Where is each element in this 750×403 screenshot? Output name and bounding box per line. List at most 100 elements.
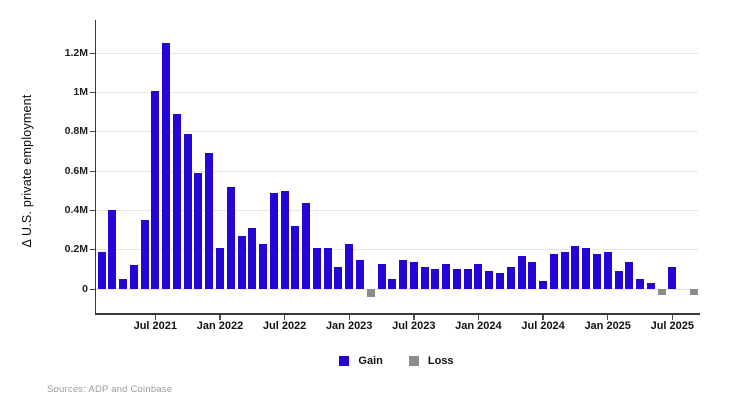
legend-label-gain: Gain [358,355,383,367]
y-tick-mark-0.2m [90,249,95,251]
x-tick-mark-jan-2022 [219,314,221,320]
gridline-0.8m [95,131,698,133]
bar-jul-2023 [409,261,418,289]
bar-jan-2024 [474,263,483,289]
bar-jul-2025 [668,267,677,289]
bar-sep-2025 [689,289,698,295]
bar-nov-2023 [452,269,461,290]
x-tick-label-jan-2023: Jan 2023 [325,320,373,332]
bar-mar-2021 [108,210,117,289]
bar-feb-2021 [97,251,106,289]
bar-dec-2024 [592,253,601,289]
y-tick-mark-0.4m [90,209,95,211]
y-tick-mark-0.6m [90,170,95,172]
bar-dec-2022 [334,267,343,289]
bar-mar-2022 [237,235,246,289]
bar-jun-2023 [399,259,408,289]
y-tick-label-0: 0 [82,282,88,295]
bar-dec-2021 [205,153,214,289]
bar-aug-2023 [420,267,429,289]
bar-jul-2024 [539,281,548,289]
x-tick-label-jul-2022: Jul 2022 [262,320,307,332]
y-tick-label-1.2m: 1.2M [64,46,88,59]
bar-apr-2024 [506,267,515,289]
bar-jul-2022 [280,190,289,290]
bar-jun-2022 [269,192,278,289]
bar-aug-2024 [549,253,558,289]
x-tick-mark-jul-2023 [413,314,415,320]
x-tick-label-jul-2021: Jul 2021 [133,320,177,332]
y-tick-label-0.2m: 0.2M [64,243,88,256]
source-note: Sources: ADP and Coinbase [47,384,173,395]
bar-oct-2024 [571,245,580,289]
bar-feb-2025 [614,271,623,289]
x-tick-mark-jul-2024 [542,314,544,320]
gridline-0.2m [95,249,698,251]
y-tick-mark-1m [90,92,95,93]
legend-label-loss: Loss [427,355,454,367]
bar-jan-2022 [216,247,224,289]
bar-mar-2025 [625,261,634,289]
y-tick-label-1m: 1M [73,86,88,98]
gain-swatch-icon [339,356,350,366]
x-tick-label-jul-2023: Jul 2023 [392,320,436,332]
x-tick-label-jan-2022: Jan 2022 [196,320,244,332]
bar-apr-2025 [636,279,644,289]
bar-jul-2021 [151,90,160,289]
chart-legend: Gain Loss [95,352,698,370]
x-tick-label-jan-2025: Jan 2025 [584,320,631,332]
bar-feb-2023 [356,259,364,289]
legend-item-loss[interactable]: Loss [408,355,454,367]
bar-feb-2024 [485,271,494,289]
x-tick-mark-jul-2021 [154,314,157,320]
x-tick-mark-jul-2022 [283,314,286,320]
bar-jan-2023 [345,243,354,289]
x-tick-label-jul-2024: Jul 2024 [521,320,565,332]
bar-jun-2024 [528,261,537,289]
x-axis-line [94,313,700,315]
loss-swatch-icon [408,356,419,366]
bar-may-2023 [388,279,397,289]
bar-oct-2022 [312,247,321,289]
bar-jun-2021 [140,220,149,289]
gridline-0.4m [95,209,698,211]
x-tick-label-jul-2025: Jul 2025 [650,320,694,332]
x-tick-mark-jul-2025 [671,314,674,320]
bar-sep-2021 [172,114,181,289]
bar-jan-2025 [603,251,612,289]
bar-oct-2023 [442,263,451,289]
x-tick-mark-jan-2025 [606,314,609,320]
y-tick-mark-0.8m [90,131,95,133]
bar-apr-2023 [377,263,386,289]
gridline-0.6m [95,170,698,172]
bar-may-2022 [259,243,267,289]
x-tick-mark-jan-2024 [477,314,480,320]
x-tick-label-jan-2024: Jan 2024 [455,320,502,332]
gridline-1.2m [95,52,698,54]
bar-aug-2021 [162,43,171,289]
bar-nov-2022 [323,247,332,289]
bar-may-2021 [129,265,138,289]
bar-nov-2024 [582,247,591,289]
x-tick-mark-jan-2023 [348,314,350,320]
y-tick-label-0.4m: 0.4M [64,203,88,216]
bar-sep-2022 [302,202,311,289]
bar-jun-2025 [657,289,666,295]
y-tick-label-0.6m: 0.6M [64,164,88,177]
bar-apr-2022 [248,228,257,289]
bar-sep-2023 [431,269,440,290]
bar-aug-2022 [291,226,300,289]
gridline-1m [95,92,698,93]
y-tick-mark-0 [90,288,95,290]
bar-mar-2024 [496,273,504,289]
legend-item-gain[interactable]: Gain [339,355,383,367]
bar-mar-2023 [366,289,375,297]
y-axis-title: Δ U.S. private employment [20,94,34,248]
y-tick-mark-1.2m [90,52,95,54]
bar-sep-2024 [560,251,569,289]
bar-dec-2023 [463,269,472,290]
bar-may-2025 [646,283,655,289]
bar-feb-2022 [226,186,235,289]
bar-nov-2021 [194,173,203,289]
